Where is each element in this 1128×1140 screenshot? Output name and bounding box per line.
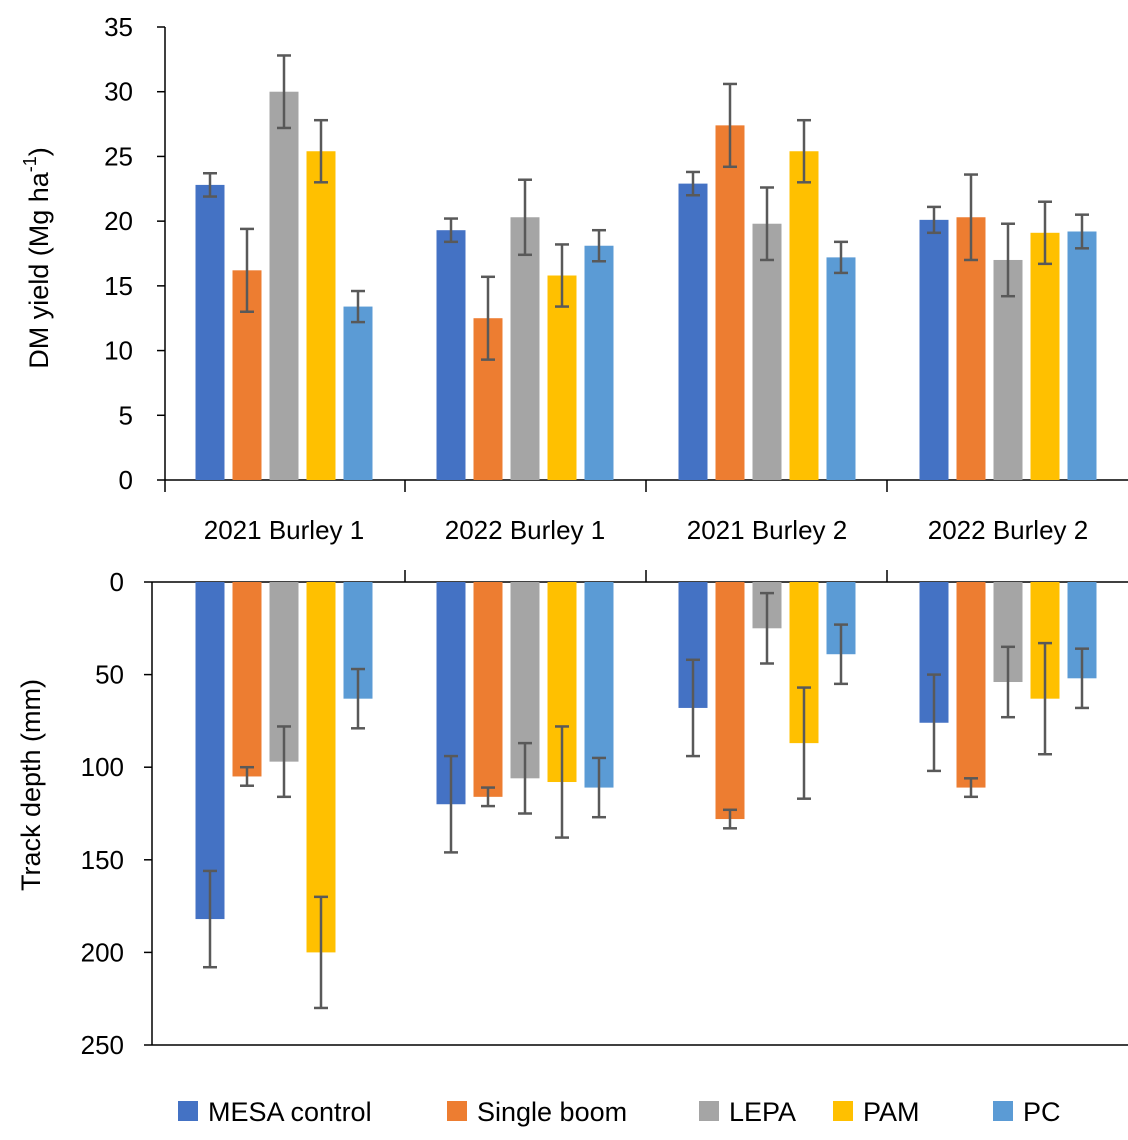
x-tick-group: [164, 480, 888, 492]
y-tick-label: 200: [81, 937, 124, 967]
y-tick-label: 5: [119, 400, 133, 430]
y-axis-title: Track depth (mm): [16, 679, 46, 891]
legend-swatch: [699, 1101, 719, 1121]
legend-swatch: [993, 1101, 1013, 1121]
legend-label: LEPA: [729, 1097, 796, 1127]
legend-swatch: [447, 1101, 467, 1121]
y-tick-label: 15: [104, 271, 133, 301]
bar: [306, 151, 336, 480]
category-label: 2021 Burley 2: [687, 515, 847, 545]
bar: [715, 582, 745, 820]
bar: [1067, 231, 1097, 480]
legend-label: PAM: [863, 1097, 920, 1127]
y-tick-label: 35: [104, 12, 133, 42]
y-tick-group: 0 50 100 150 200 250: [81, 567, 152, 1060]
bar: [306, 582, 336, 953]
yield-panel: 0 5 10 15 20 25 30 35 DM yield (Mg ha-1): [20, 12, 1128, 495]
y-tick-label: 25: [104, 141, 133, 171]
bar-group: [195, 54, 1097, 480]
y-tick-label: 250: [81, 1030, 124, 1060]
y-tick-label: 100: [81, 752, 124, 782]
legend-label: MESA control: [208, 1097, 372, 1127]
y-tick-label: 20: [104, 206, 133, 236]
bar: [919, 219, 949, 480]
bar: [1030, 232, 1060, 480]
category-label: 2022 Burley 1: [445, 515, 605, 545]
bar: [547, 275, 577, 480]
y-tick-label: 50: [95, 660, 124, 690]
legend-label: PC: [1023, 1097, 1061, 1127]
legend: MESA control Single boom LEPA PAM PC: [178, 1097, 1061, 1127]
bar-group: [195, 582, 1097, 1010]
bar: [473, 582, 503, 797]
y-axis-title: DM yield (Mg ha-1): [20, 147, 54, 369]
bar: [269, 91, 299, 480]
legend-label: Single boom: [477, 1097, 627, 1127]
y-tick-group: 0 5 10 15 20 25 30 35: [104, 12, 165, 495]
y-tick-label: 150: [81, 845, 124, 875]
category-label: 2022 Burley 2: [928, 515, 1088, 545]
bar: [232, 582, 262, 777]
legend-swatch: [833, 1101, 853, 1121]
track-depth-panel: 0 50 100 150 200 250 Track depth (mm): [16, 567, 1128, 1060]
bar: [826, 257, 856, 480]
bar: [343, 306, 373, 480]
bar: [584, 582, 614, 788]
y-tick-label: 30: [104, 77, 133, 107]
bar: [195, 582, 225, 920]
bar: [510, 217, 540, 480]
bar: [678, 183, 708, 480]
x-tick-group: [404, 570, 888, 582]
bar: [956, 582, 986, 788]
y-tick-label: 10: [104, 336, 133, 366]
bar: [584, 245, 614, 480]
bar: [715, 125, 745, 480]
y-tick-label: 0: [119, 465, 133, 495]
category-label: 2021 Burley 1: [204, 515, 364, 545]
bar: [436, 230, 466, 480]
bar: [752, 223, 782, 480]
legend-swatch: [178, 1101, 198, 1121]
y-tick-label: 0: [110, 567, 124, 597]
bar: [789, 151, 819, 480]
bar: [195, 184, 225, 480]
category-label-group: 2021 Burley 1 2022 Burley 1 2021 Burley 2 2…: [204, 515, 1088, 545]
